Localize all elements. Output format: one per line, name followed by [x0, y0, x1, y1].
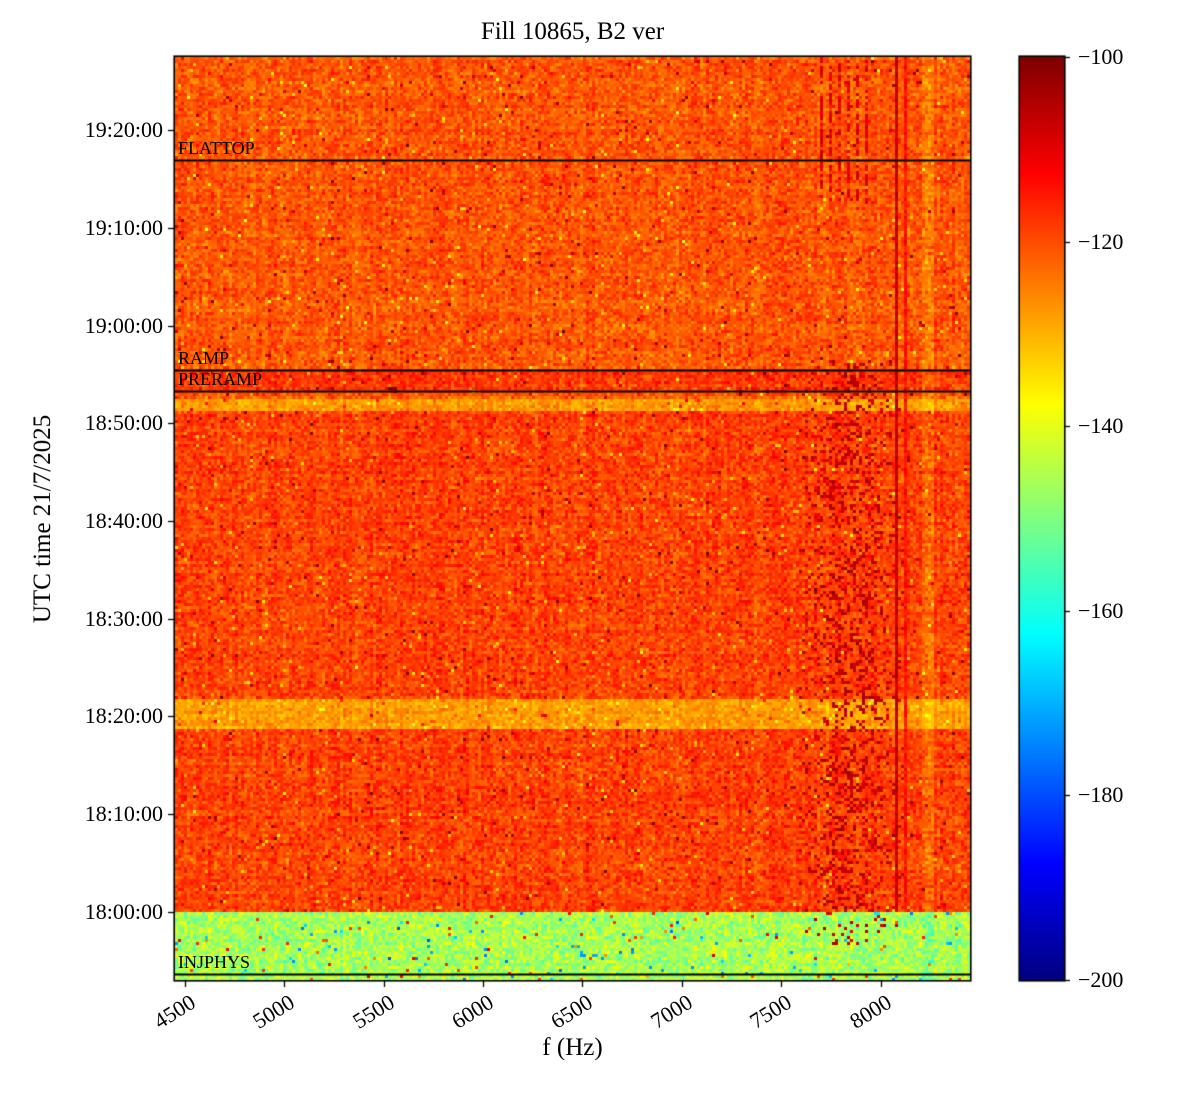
- colorbar-tick-label: −120: [1078, 228, 1124, 254]
- y-tick-label: 18:50:00: [84, 410, 163, 436]
- y-tick-label: 18:20:00: [84, 703, 163, 729]
- y-tick-label: 18:30:00: [84, 605, 163, 631]
- annotation-label: RAMP: [178, 347, 230, 368]
- annotation-label: INJPHYS: [178, 952, 251, 973]
- colorbar-tick-label: −100: [1078, 44, 1124, 69]
- colorbar-tick-label: −160: [1078, 597, 1124, 623]
- chart-title: Fill 10865, B2 ver: [480, 18, 665, 45]
- annotation-label: FLATTOP: [178, 137, 255, 158]
- y-tick-label: 19:20:00: [84, 117, 163, 143]
- y-tick-label: 18:00:00: [84, 898, 163, 924]
- colorbar-tick-label: −200: [1078, 967, 1124, 992]
- y-tick-label: 18:10:00: [84, 800, 163, 826]
- colorbar-tick-label: −180: [1078, 782, 1124, 808]
- y-tick-label: 19:10:00: [84, 214, 163, 240]
- colorbar-tick-label: −140: [1078, 413, 1124, 439]
- annotation-label: PRERAMP: [178, 368, 263, 389]
- y-tick-label: 18:40:00: [84, 507, 163, 533]
- y-tick-label: 19:00:00: [84, 312, 163, 338]
- x-axis-label: f (Hz): [542, 1034, 603, 1061]
